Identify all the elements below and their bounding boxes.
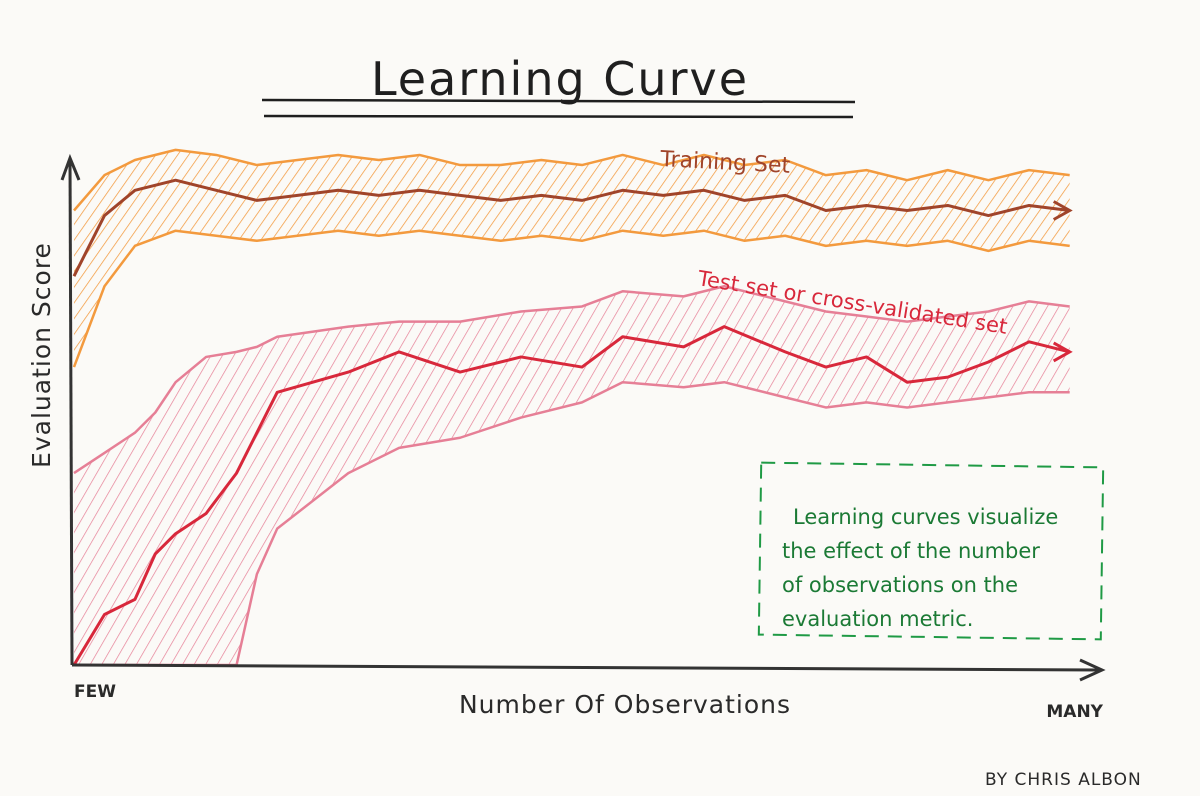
test-band-upper-edge xyxy=(73,285,1070,475)
note-line-2: the effect of the number xyxy=(782,539,1040,563)
note-line-3: of observations on the xyxy=(782,573,1018,597)
y-axis-arrowhead xyxy=(60,153,81,181)
training-band-upper-edge xyxy=(73,148,1070,212)
x-axis-label: Number Of Observations xyxy=(459,690,791,719)
training-series-line xyxy=(72,178,1070,277)
note-text: Learning curves visualize the effect of … xyxy=(782,505,1058,631)
note-line-4: evaluation metric. xyxy=(782,607,973,631)
training-series-arrowhead xyxy=(1052,200,1073,221)
series-lines xyxy=(72,178,1073,666)
note-line-1: Learning curves visualize xyxy=(793,505,1058,529)
test-series-arrowhead xyxy=(1052,341,1073,363)
chart-title: Learning Curve xyxy=(371,52,749,106)
x-tick-few: FEW xyxy=(74,682,116,702)
title-underline-top xyxy=(261,98,856,104)
y-axis xyxy=(68,159,74,666)
test-series-line xyxy=(72,325,1071,666)
x-tick-many: MANY xyxy=(1046,702,1103,722)
training-band-lower-edge xyxy=(72,229,1070,368)
title-underline-bottom xyxy=(263,114,854,119)
x-axis-arrowhead xyxy=(1079,658,1106,682)
note-box xyxy=(757,461,1105,641)
y-axis-label: Evaluation Score xyxy=(27,242,56,468)
test-band xyxy=(74,286,1070,665)
x-axis xyxy=(71,663,1101,672)
training-band xyxy=(74,149,1070,368)
credit-text: BY CHRIS ALBON xyxy=(985,770,1142,790)
